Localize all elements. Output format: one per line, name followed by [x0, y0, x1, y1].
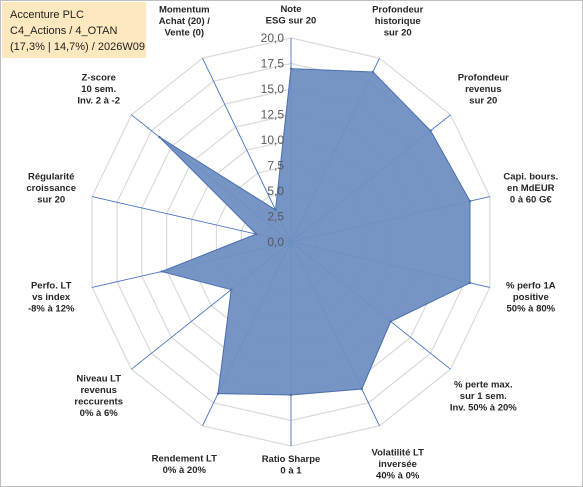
tick-label-3: 7,5: [267, 159, 284, 173]
data-point-10: [230, 288, 233, 291]
data-point-5: [468, 281, 472, 285]
category-label-3: Profondeur revenus sur 20: [458, 73, 509, 107]
category-label-13: Z-score 10 sem. Inv. 2 à -2: [77, 73, 120, 107]
data-point-3: [429, 129, 432, 132]
data-point-9: [216, 392, 220, 395]
data-point-11: [160, 270, 163, 273]
tick-label-7: 17,5: [261, 57, 285, 71]
tick-label-1: 2,5: [267, 210, 284, 224]
data-point-14: [274, 208, 277, 211]
category-label-9: Rendement LT 0% à 20%: [152, 453, 217, 476]
category-label-12: Régularité croissance sur 20: [26, 171, 76, 205]
tick-label-5: 12,5: [261, 108, 285, 122]
info-line-performance: (17,3% | 14,7%) / 2026W09: [10, 41, 145, 53]
info-line-portfolio: C4_Actions / 4_OTAN: [10, 25, 118, 37]
data-point-6: [389, 320, 392, 323]
info-box: Accenture PLC C4_Actions / 4_OTAN (17,3%…: [2, 2, 146, 58]
category-label-14: Momentum Achat (20) / Vente (0): [159, 4, 211, 38]
tick-label-6: 15,0: [261, 82, 285, 96]
category-label-11: Perfo. LT vs index -8% à 12%: [28, 281, 75, 315]
category-label-7: Volatilité LT inversée 40% à 0%: [371, 448, 424, 482]
info-line-company: Accenture PLC: [10, 9, 84, 21]
data-point-2: [371, 70, 375, 74]
category-label-8: Ratio Sharpe 0 à 1: [262, 454, 321, 477]
category-label-5: % perfo 1A positive 50% à 80%: [506, 281, 556, 315]
data-area: [159, 68, 471, 396]
category-label-2: Profondeur historique sur 20: [372, 4, 423, 38]
category-label-4: Capi. bours. en MdEUR 0 à 60 G€: [503, 171, 558, 205]
data-point-13: [158, 135, 161, 139]
tick-label-0: 0,0: [267, 235, 284, 249]
category-label-10: Niveau LT revenus reccurents 0% à 6%: [74, 374, 123, 420]
tick-label-4: 10,0: [261, 133, 285, 147]
category-label-6: % perte max. sur 1 sem. Inv. 50% à 20%: [450, 379, 517, 413]
category-label-1: Note ESG sur 20: [266, 4, 317, 27]
tick-label-8: 20,0: [261, 31, 285, 45]
data-point-1: [289, 67, 293, 70]
tick-label-2: 5,0: [267, 184, 284, 198]
data-point-8: [289, 393, 293, 397]
data-point-7: [360, 387, 363, 391]
data-point-12: [255, 232, 258, 236]
data-point-4: [468, 199, 472, 203]
